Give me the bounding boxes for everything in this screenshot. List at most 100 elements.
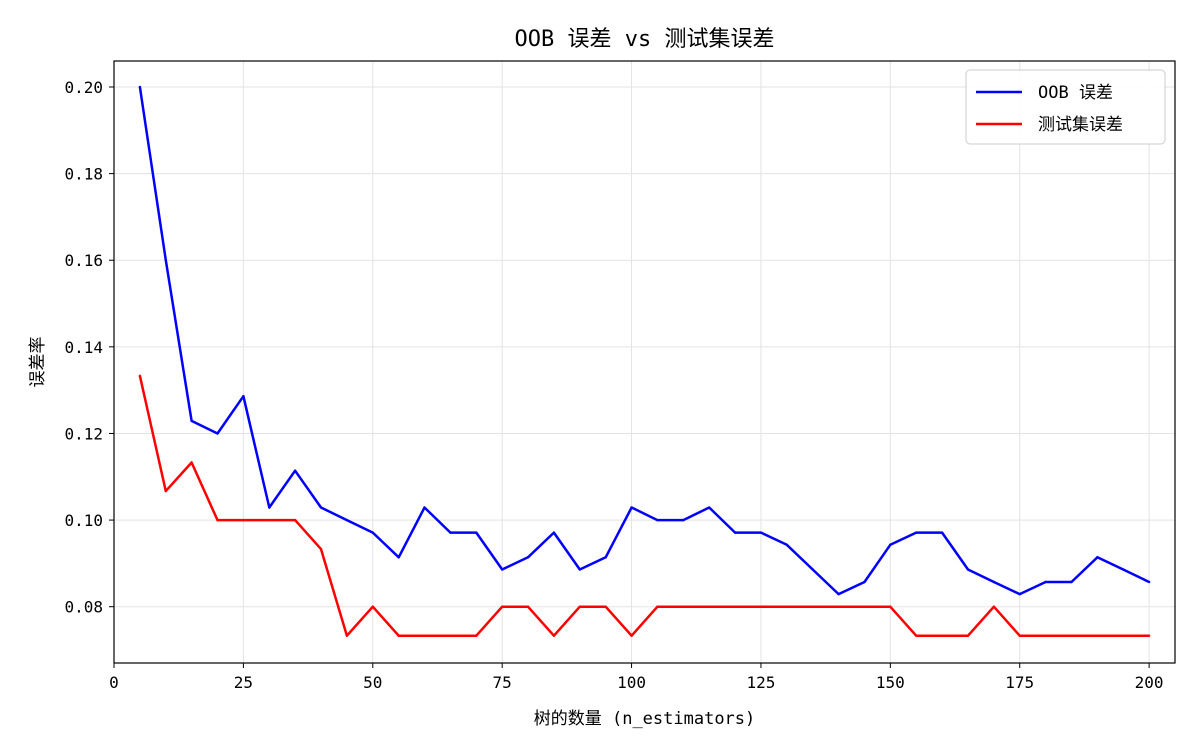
y-tick-label: 0.20 (64, 78, 103, 97)
y-tick-label: 0.10 (64, 511, 103, 530)
x-tick-label: 100 (617, 673, 646, 692)
data-point (992, 580, 996, 584)
data-point (656, 605, 659, 608)
data-point (526, 605, 530, 608)
data-point (604, 605, 607, 608)
chart-title: OOB 误差 vs 测试集误差 (515, 27, 775, 52)
data-point (268, 518, 271, 522)
data-point (371, 605, 374, 608)
legend: OOB 误差 测试集误差 (965, 69, 1166, 145)
data-point (319, 547, 323, 551)
data-point (811, 568, 814, 571)
axis-ticks: 0 25 50 75 100 125 150 175 200 0.08 0.10 0.12 0.14 0.… (64, 78, 1163, 692)
data-point (785, 543, 789, 546)
data-point (578, 568, 582, 571)
x-tick-label: 175 (1005, 673, 1034, 692)
data-point (733, 605, 737, 608)
data-point (915, 531, 918, 534)
data-point (966, 568, 970, 571)
series-line-0 (138, 86, 1150, 596)
data-point (811, 605, 814, 608)
data-point (889, 543, 892, 546)
data-point (190, 419, 193, 423)
data-point (449, 634, 452, 637)
x-tick-label: 125 (746, 673, 775, 692)
data-point (475, 531, 478, 534)
data-point (1044, 634, 1047, 637)
data-point (138, 374, 142, 378)
data-point (940, 531, 944, 534)
data-point (733, 531, 737, 534)
data-point (837, 605, 840, 608)
data-point (138, 85, 142, 89)
legend-box (965, 69, 1166, 145)
data-point (268, 506, 271, 509)
data-point (863, 580, 866, 584)
data-point (1018, 592, 1021, 596)
data-point (242, 518, 245, 522)
data-point (423, 506, 426, 509)
legend-label-test: 测试集误差 (1038, 115, 1123, 135)
x-tick-label: 200 (1135, 673, 1164, 692)
data-point (552, 634, 556, 637)
data-point (397, 634, 400, 637)
data-point (889, 605, 892, 608)
data-point (1096, 556, 1099, 559)
series-layer (138, 85, 1151, 637)
data-point (759, 531, 763, 534)
data-point (345, 634, 349, 637)
y-tick-label: 0.08 (64, 598, 103, 617)
x-tick-label: 25 (234, 673, 253, 692)
data-point (785, 605, 789, 608)
data-point (759, 605, 763, 608)
data-point (1147, 634, 1151, 637)
grid (113, 61, 1175, 663)
data-point (940, 634, 944, 637)
y-tick-label: 0.16 (64, 251, 103, 270)
legend-label-oob: OOB 误差 (1038, 83, 1113, 103)
data-point (578, 605, 582, 608)
data-point (630, 506, 633, 509)
data-point (397, 556, 400, 559)
y-tick-label: 0.18 (64, 165, 103, 184)
data-point (604, 556, 607, 559)
data-point (190, 461, 193, 464)
data-point (1070, 634, 1073, 637)
data-point (293, 518, 297, 522)
y-axis-title: 误差率 (28, 337, 48, 388)
data-point (682, 518, 685, 522)
y-tick-label: 0.14 (64, 338, 103, 357)
data-point (500, 605, 504, 608)
data-point (992, 605, 996, 608)
x-tick-label: 0 (109, 673, 119, 692)
data-point (216, 518, 219, 522)
data-point (526, 556, 530, 559)
data-point (345, 518, 349, 522)
data-point (1018, 634, 1021, 637)
data-point (319, 506, 323, 509)
plot-frame (113, 60, 1176, 664)
data-point (630, 634, 633, 637)
data-point (216, 432, 219, 435)
data-point (500, 568, 504, 571)
data-point (837, 592, 840, 596)
data-point (1044, 580, 1047, 584)
data-point (371, 531, 374, 534)
data-point (1147, 580, 1151, 584)
data-point (552, 531, 556, 534)
data-point (423, 634, 426, 637)
x-axis-title: 树的数量 (n_estimators) (534, 709, 756, 729)
data-point (707, 506, 711, 509)
y-tick-label: 0.12 (64, 424, 103, 443)
data-point (915, 634, 918, 637)
data-point (656, 518, 659, 522)
data-point (1070, 580, 1073, 584)
data-point (475, 634, 478, 637)
x-tick-label: 150 (876, 673, 905, 692)
data-point (164, 489, 167, 493)
data-point (164, 259, 167, 262)
data-point (707, 605, 711, 608)
data-point (293, 469, 297, 472)
data-point (966, 634, 970, 637)
